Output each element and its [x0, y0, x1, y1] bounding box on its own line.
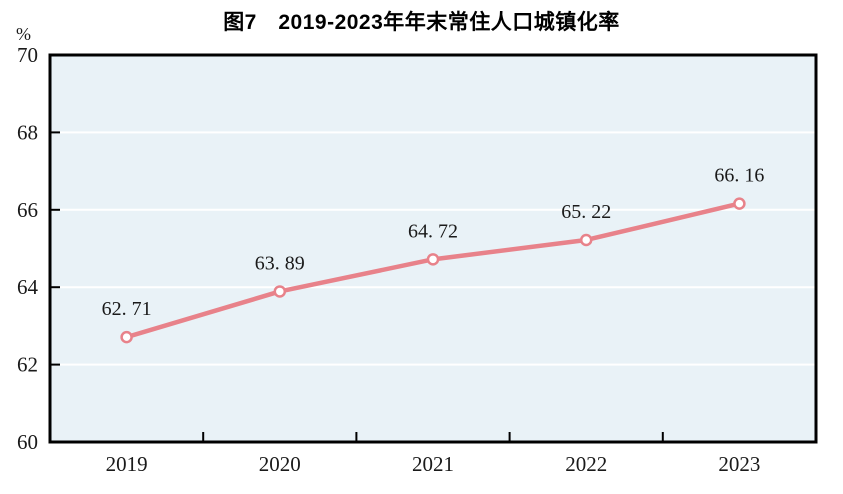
plot-border: [48, 53, 818, 444]
x-tick-label: 2019: [106, 452, 148, 476]
data-point-marker: [426, 253, 440, 266]
y-tick-label: 60: [17, 430, 38, 454]
data-point-label: 65. 22: [561, 201, 611, 223]
y-axis-unit-label: %: [16, 24, 31, 44]
y-tick-label: 70: [17, 43, 38, 67]
x-tick-label: 2020: [259, 452, 301, 476]
chart-title: 图7 2019-2023年年末常住人口城镇化率: [223, 11, 620, 34]
data-point-label: 62. 71: [102, 298, 152, 320]
y-tick-label: 64: [17, 275, 39, 299]
x-tick-label: 2021: [412, 452, 454, 476]
x-tick-label: 2022: [565, 452, 607, 476]
y-tick-label: 62: [17, 353, 38, 377]
y-tick-label: 66: [17, 198, 38, 222]
plot-area-background: [50, 55, 816, 442]
data-point-marker: [733, 197, 746, 210]
data-point-marker: [273, 285, 287, 298]
data-point-label: 64. 72: [408, 220, 458, 242]
data-point-label: 63. 89: [255, 252, 305, 274]
data-point-label: 66. 16: [714, 165, 764, 187]
data-point-marker: [579, 233, 593, 247]
data-point-marker: [120, 330, 133, 344]
y-tick-label: 68: [17, 120, 38, 144]
x-tick-label: 2023: [718, 452, 760, 476]
